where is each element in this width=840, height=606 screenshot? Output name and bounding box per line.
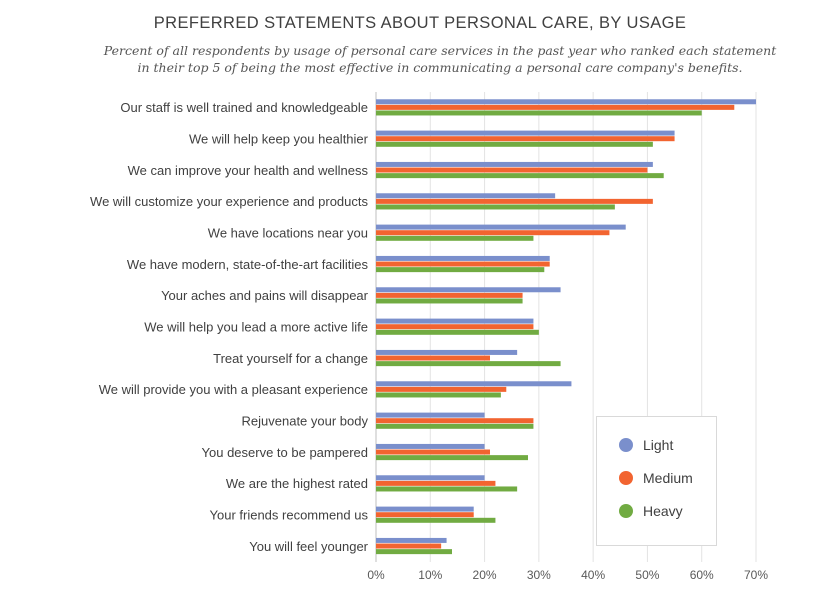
- legend-item-medium: Medium: [619, 470, 693, 486]
- bar-medium: [376, 449, 490, 455]
- bar-light: [376, 506, 474, 512]
- legend-swatch-medium: [619, 471, 633, 485]
- x-tick-label: 0%: [367, 568, 385, 582]
- bar-medium: [376, 198, 653, 204]
- legend-label-heavy: Heavy: [643, 503, 683, 519]
- x-tick-label: 50%: [635, 568, 659, 582]
- bar-heavy: [376, 329, 539, 335]
- category-label: You deserve to be pampered: [202, 445, 368, 460]
- category-label: We can improve your health and wellness: [128, 163, 369, 178]
- category-label: Your friends recommend us: [210, 508, 369, 523]
- chart-legend: Light Medium Heavy: [596, 416, 717, 546]
- bar-medium: [376, 512, 474, 518]
- bar-light: [376, 537, 447, 543]
- bar-heavy: [376, 486, 518, 492]
- bar-heavy: [376, 392, 501, 398]
- bar-light: [376, 443, 485, 449]
- bar-light: [376, 381, 572, 387]
- bar-medium: [376, 324, 534, 330]
- chart-title: PREFERRED STATEMENTS ABOUT PERSONAL CARE…: [153, 14, 687, 32]
- bar-heavy: [376, 110, 702, 116]
- bar-light: [376, 475, 485, 481]
- legend-swatch-heavy: [619, 504, 633, 518]
- bar-light: [376, 130, 675, 136]
- legend-item-light: Light: [619, 437, 673, 453]
- bar-light: [376, 412, 485, 418]
- x-tick-label: 10%: [418, 568, 442, 582]
- bar-medium: [376, 386, 507, 392]
- bar-heavy: [376, 549, 452, 555]
- bar-medium: [376, 292, 523, 298]
- bar-light: [376, 193, 556, 199]
- bar-heavy: [376, 235, 534, 241]
- legend-label-medium: Medium: [643, 470, 693, 486]
- bar-medium: [376, 230, 610, 236]
- bar-heavy: [376, 298, 523, 304]
- bar-heavy: [376, 517, 496, 523]
- legend-swatch-light: [619, 438, 633, 452]
- category-label: We are the highest rated: [226, 476, 368, 491]
- category-label: We will help keep you healthier: [189, 132, 369, 147]
- bar-medium: [376, 261, 550, 267]
- category-label: We have locations near you: [208, 226, 368, 241]
- bar-medium: [376, 480, 496, 486]
- bar-light: [376, 255, 550, 261]
- bar-light: [376, 161, 653, 167]
- category-label: Our staff is well trained and knowledgea…: [120, 100, 368, 115]
- bar-light: [376, 99, 756, 105]
- bar-heavy: [376, 361, 561, 367]
- bar-heavy: [376, 423, 534, 429]
- category-label: We will provide you with a pleasant expe…: [99, 382, 368, 397]
- bar-medium: [376, 543, 442, 549]
- bar-light: [376, 349, 518, 355]
- category-label: We have modern, state-of-the-art facilit…: [127, 257, 369, 272]
- category-label: We will help you lead a more active life: [144, 320, 368, 335]
- category-label: Treat yourself for a change: [213, 351, 368, 366]
- category-label: Your aches and pains will disappear: [161, 288, 369, 303]
- bar-light: [376, 318, 534, 324]
- category-label: You will feel younger: [249, 539, 368, 554]
- bar-light: [376, 287, 561, 293]
- x-tick-label: 40%: [581, 568, 605, 582]
- x-tick-label: 60%: [690, 568, 714, 582]
- bar-medium: [376, 355, 490, 361]
- chart-subtitle: Percent of all respondents by usage of p…: [103, 43, 777, 75]
- bar-medium: [376, 418, 534, 424]
- category-label: We will customize your experience and pr…: [90, 194, 368, 209]
- x-tick-label: 20%: [473, 568, 497, 582]
- x-tick-label: 70%: [744, 568, 768, 582]
- legend-label-light: Light: [643, 437, 674, 453]
- bar-light: [376, 224, 626, 230]
- bar-heavy: [376, 141, 653, 147]
- legend-item-heavy: Heavy: [619, 503, 683, 519]
- bar-medium: [376, 167, 648, 173]
- bar-heavy: [376, 204, 615, 210]
- bar-heavy: [376, 173, 664, 179]
- x-tick-label: 30%: [527, 568, 551, 582]
- bar-heavy: [376, 455, 528, 461]
- bar-medium: [376, 104, 735, 110]
- bar-medium: [376, 136, 675, 142]
- category-label: Rejuvenate your body: [242, 414, 369, 429]
- bar-heavy: [376, 267, 545, 273]
